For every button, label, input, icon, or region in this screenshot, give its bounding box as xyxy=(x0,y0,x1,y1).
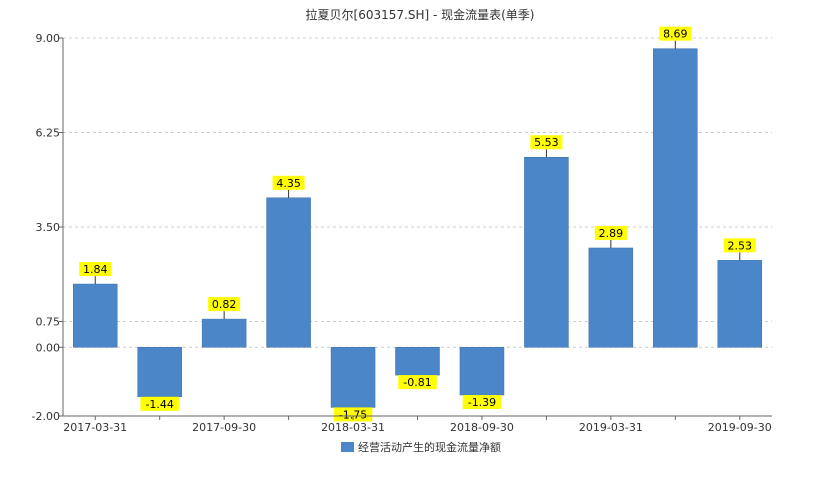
data-label: -1.44 xyxy=(145,398,173,411)
bar xyxy=(588,247,634,348)
data-label: 2.53 xyxy=(728,239,753,252)
bar xyxy=(266,197,311,348)
bar xyxy=(137,347,182,398)
bar xyxy=(201,318,247,348)
data-label: 2.89 xyxy=(599,227,624,240)
legend-label: 经营活动产生的现金流量净额 xyxy=(358,440,501,454)
bar xyxy=(717,260,763,348)
data-labels: 1.84 -1.44 0.82 4.35 -1.75 -0.81 -1.39 5.53 2.89… xyxy=(79,26,756,422)
data-label-background xyxy=(530,135,563,150)
y-tick-label: 9.00 xyxy=(36,32,61,45)
bar xyxy=(653,48,698,348)
data-label: 5.53 xyxy=(534,136,559,149)
y-tick-label: 6.25 xyxy=(36,127,61,140)
x-tick-label: 2019-09-30 xyxy=(708,421,772,434)
data-label: 0.82 xyxy=(212,298,237,311)
bar xyxy=(72,283,118,348)
data-label-background xyxy=(208,297,241,312)
data-label-background xyxy=(140,396,179,411)
bar xyxy=(395,347,440,376)
data-label-background xyxy=(594,225,627,240)
data-label-background xyxy=(723,238,756,253)
bar xyxy=(330,347,376,408)
data-label-background xyxy=(79,262,112,277)
x-axis-ticks: 2017-03-31 2017-09-30 2018-03-31 2018-09-30… xyxy=(63,416,772,434)
legend-swatch xyxy=(341,442,354,452)
data-label: -1.75 xyxy=(339,408,367,421)
y-tick-label: 0.75 xyxy=(36,316,61,329)
y-tick-label: -2.00 xyxy=(32,410,60,423)
x-tick-label: 2017-03-31 xyxy=(63,421,127,434)
bar xyxy=(459,347,505,396)
bars xyxy=(72,48,763,408)
data-label: 1.84 xyxy=(83,263,108,276)
x-tick-label: 2018-09-30 xyxy=(450,421,514,434)
bar xyxy=(524,156,569,348)
legend: 经营活动产生的现金流量净额 xyxy=(341,440,501,454)
y-tick-label: 3.50 xyxy=(36,221,61,234)
data-label-background xyxy=(659,26,692,41)
data-label: 8.69 xyxy=(663,28,688,41)
data-label-background xyxy=(462,395,502,410)
data-label-background xyxy=(398,375,437,390)
chart-title: 拉夏贝尔[603157.SH] - 现金流量表(单季) xyxy=(306,7,535,22)
x-tick-label: 2017-09-30 xyxy=(192,421,256,434)
y-axis-ticks: -2.00 0.00 0.75 3.50 6.25 9.00 xyxy=(32,32,63,423)
data-label-background xyxy=(272,175,305,190)
y-tick-label: 0.00 xyxy=(36,341,61,354)
x-tick-label: 2019-03-31 xyxy=(579,421,643,434)
data-label-background xyxy=(333,407,373,422)
x-tick-label: 2018-03-31 xyxy=(321,421,385,434)
data-label: -0.81 xyxy=(403,376,431,389)
data-label: 4.35 xyxy=(276,177,301,190)
data-label: -1.39 xyxy=(468,396,496,409)
